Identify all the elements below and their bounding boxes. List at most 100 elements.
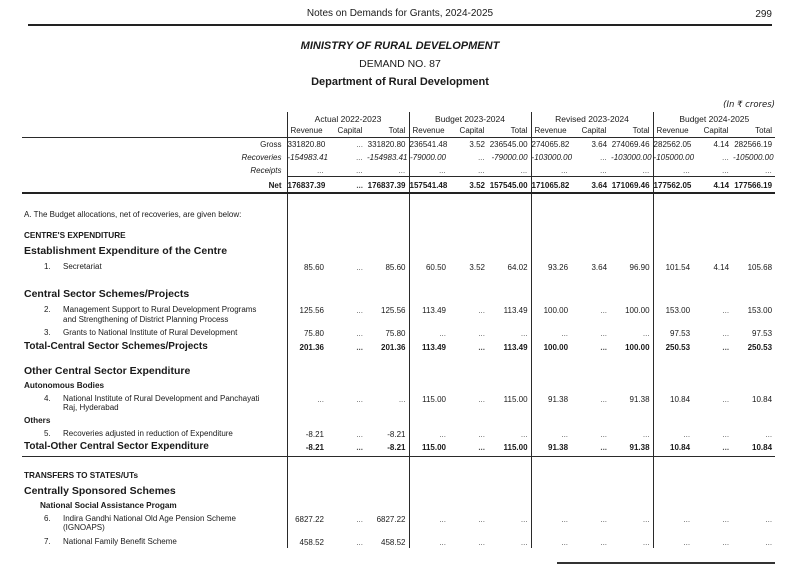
value-cell: 100.00 — [625, 342, 650, 352]
value-cell — [733, 286, 775, 303]
item-number: 7. — [44, 536, 51, 546]
value-cell — [286, 456, 333, 468]
column-header-revenue: Revenue — [408, 125, 455, 138]
value-cell: 4.14 — [713, 140, 730, 149]
page-number: 299 — [755, 9, 772, 20]
value-cell: 113.49 — [408, 303, 455, 326]
value-cell — [408, 273, 455, 286]
value-cell — [408, 456, 455, 468]
value-cell — [367, 456, 409, 468]
value-cell: -103000.00 — [611, 152, 652, 162]
scheme-row: 4. National Institute of Rural Developmen… — [22, 391, 775, 415]
value-cell: ... — [356, 537, 363, 547]
value-cell: ... — [765, 429, 773, 439]
value-cell: ... — [722, 514, 730, 524]
value-cell: 60.50 — [408, 259, 455, 273]
row-label: TRANSFERS TO STATES/UTs — [24, 470, 139, 480]
value-cell: ... — [478, 342, 485, 352]
value-cell: ... — [722, 152, 730, 162]
value-cell: ... — [765, 165, 773, 175]
value-cell — [286, 227, 333, 243]
value-cell — [408, 227, 455, 243]
value-cell — [333, 286, 367, 303]
value-cell — [530, 242, 578, 260]
value-cell — [333, 243, 367, 260]
value-cell: 201.36 — [381, 342, 406, 352]
budget-table: Actual 2022-2023 Budget 2023-2024 Revise… — [22, 112, 776, 549]
value-cell: ... — [478, 152, 485, 162]
row-label — [22, 221, 287, 228]
value-cell: 236545.00 — [489, 140, 528, 149]
value-cell: 176837.39 — [286, 176, 333, 194]
value-cell: 171069.46 — [611, 176, 654, 194]
value-cell — [733, 273, 775, 286]
value-cell — [333, 221, 367, 228]
value-cell: ... — [722, 342, 730, 352]
value-cell — [367, 228, 409, 243]
value-cell — [489, 468, 531, 483]
value-cell: 91.38 — [530, 440, 578, 457]
summary-row-recoveries: Recoveries -154983.41... -154983.41 -79000.… — [22, 150, 775, 164]
value-cell: 282562.05 — [652, 137, 700, 151]
value-cell: -8.21 — [387, 429, 406, 439]
value-cell — [530, 414, 578, 427]
value-cell: ... — [652, 534, 700, 548]
spacer-row — [22, 355, 775, 363]
row-label: 6. Indira Gandhi National Old Age Pension… — [22, 512, 287, 535]
value-cell: ... — [356, 429, 363, 439]
value-cell: 113.49 — [503, 342, 528, 352]
value-cell: 153.00 — [652, 303, 700, 326]
value-cell: ... — [722, 443, 730, 452]
value-cell — [652, 456, 700, 468]
value-cell: 100.00 — [625, 306, 650, 315]
summary-row-gross: Gross 331820.80... 331820.80 236541.48 3.52 2… — [22, 137, 775, 151]
value-cell — [286, 286, 333, 303]
value-cell — [577, 193, 611, 221]
sec-row: Central Sector Schemes/Projects — [22, 286, 775, 303]
value-cell: ... — [356, 152, 363, 162]
column-group-budget-2024-2025: Budget 2024-2025 — [652, 112, 776, 125]
value-cell: ... — [642, 537, 650, 547]
value-cell: ... — [408, 326, 455, 340]
value-cell: -154983.41 — [286, 150, 333, 164]
column-header-capital: Capital — [333, 125, 367, 138]
value-cell: ... — [600, 165, 608, 175]
value-cell — [699, 221, 733, 228]
value-cell — [489, 228, 531, 243]
value-cell — [455, 286, 489, 303]
value-cell — [699, 228, 733, 243]
value-cell — [699, 286, 733, 303]
column-group-actual-2022-2023: Actual 2022-2023 — [286, 112, 409, 125]
value-cell — [455, 500, 489, 512]
allocations-section: A. The Budget allocations, net of recove… — [22, 192, 776, 549]
value-cell: ... — [408, 163, 455, 177]
row-label: Total-Central Sector Schemes/Projects — [24, 340, 208, 352]
value-cell — [286, 220, 333, 228]
value-cell — [489, 483, 531, 500]
value-cell: 3.64 — [591, 262, 608, 272]
value-cell: 250.53 — [652, 339, 700, 356]
value-cell: -105000.00 — [652, 150, 700, 164]
value-cell: 176837.39 — [367, 176, 409, 194]
row-label: Central Sector Schemes/Projects — [24, 288, 190, 300]
value-cell — [333, 363, 367, 380]
value-cell — [577, 483, 611, 500]
value-cell — [733, 243, 775, 260]
value-cell: 3.64 — [591, 140, 608, 149]
value-cell — [733, 500, 775, 512]
department-title: Department of Rural Development — [311, 76, 489, 88]
row-label: 1. Secretariat — [22, 260, 287, 274]
value-cell — [699, 363, 733, 380]
scheme-row: 6. Indira Gandhi National Old Age Pension… — [22, 511, 775, 535]
value-cell — [333, 456, 367, 468]
value-cell: ... — [333, 176, 367, 194]
row-label: CENTRE'S EXPENDITURE — [24, 230, 126, 240]
value-cell — [530, 482, 578, 500]
value-cell: ... — [408, 511, 455, 535]
value-cell — [367, 243, 409, 260]
value-cell — [286, 355, 333, 363]
value-cell — [286, 414, 333, 427]
value-cell — [530, 379, 578, 392]
row-label: 7. National Family Benefit Scheme — [22, 535, 287, 549]
row-label: Other Central Sector Expenditure — [24, 364, 191, 377]
